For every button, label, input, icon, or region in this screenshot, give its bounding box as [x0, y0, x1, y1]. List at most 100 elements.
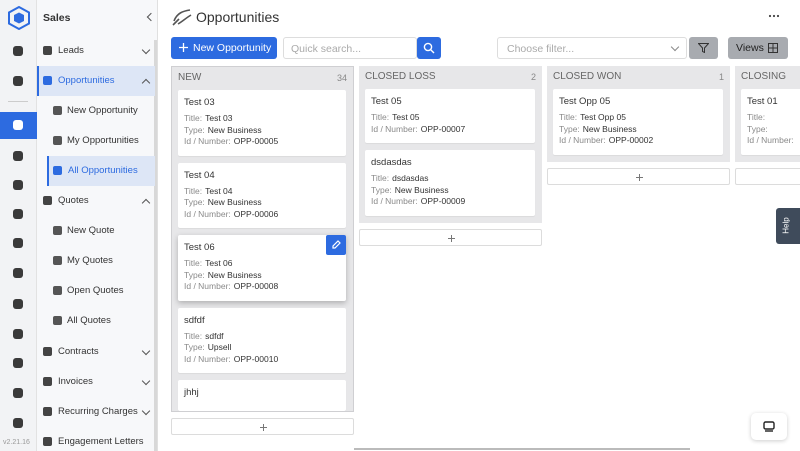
menu-section[interactable]: Opportunities — [37, 66, 155, 97]
menu-icon — [53, 106, 62, 116]
sidebar: Sales Leads Opportunities New Opportunity M… — [37, 0, 158, 451]
help-tab[interactable]: Help — [776, 208, 800, 244]
menu-section[interactable]: Contracts — [37, 337, 155, 367]
field-label: Title: — [371, 112, 390, 122]
column-count: 2 — [530, 72, 536, 82]
menu-section[interactable]: Leads — [37, 36, 155, 66]
menu-section[interactable]: Recurring Charges — [37, 397, 155, 427]
rail-icon[interactable] — [13, 180, 23, 190]
page-title: Opportunities — [196, 9, 280, 25]
column-name: CLOSED WON — [553, 71, 622, 82]
logo — [8, 6, 30, 30]
rail-icon[interactable] — [13, 46, 23, 56]
column-count: 1 — [718, 72, 724, 82]
field-value: OPP-00006 — [233, 208, 279, 219]
menu-section[interactable]: Quotes — [37, 186, 155, 216]
views-button[interactable]: Views — [728, 37, 788, 59]
field-label: Title: — [184, 330, 203, 341]
opportunity-card[interactable]: Test 04 Title: Test 04 Type: New Business Id … — [178, 162, 346, 228]
rail-icon[interactable] — [13, 418, 23, 428]
menu-icon — [43, 46, 52, 55]
add-card-button[interactable] — [359, 229, 542, 246]
opportunity-card[interactable]: jhhj — [178, 380, 346, 411]
card-field: Id / Number: OPP-00007 — [371, 124, 529, 136]
opportunity-card[interactable]: Test Opp 05 Title: Test Opp 05 Type: New Bus… — [553, 89, 723, 155]
menu-item[interactable]: My Quotes — [37, 246, 155, 276]
field-value: New Business — [582, 123, 637, 134]
opportunity-card[interactable]: Test 05 Title: Test 05 Id / Number: OPP-0000… — [365, 89, 535, 143]
card-title: sdfdf — [184, 314, 205, 326]
kanban-column: NEW 34 Test 03 Title: Test 03 Type: New Busine… — [171, 66, 354, 412]
menu-label: Invoices — [58, 375, 93, 387]
field-value: OPP-00007 — [420, 123, 466, 134]
edit-button[interactable] — [326, 235, 346, 255]
search-input[interactable]: Quick search... — [283, 37, 417, 59]
new-opportunity-button[interactable]: New Opportunity — [171, 37, 277, 59]
page-icon — [172, 9, 192, 26]
rail-icon[interactable] — [13, 268, 23, 278]
field-label: Title: — [184, 185, 203, 196]
menu-item[interactable]: New Quote — [37, 216, 155, 246]
rail-icon[interactable] — [13, 209, 23, 219]
menu-section[interactable]: Invoices — [37, 367, 155, 397]
field-label: Id / Number: — [371, 123, 418, 134]
menu-label: Leads — [58, 45, 84, 56]
rail-icon[interactable] — [13, 329, 23, 339]
field-value: dsdasdas — [392, 173, 429, 183]
field-label: Title: — [371, 173, 390, 183]
menu-icon — [43, 76, 52, 86]
field-label: Title: — [184, 113, 203, 123]
column-name: CLOSING — [741, 71, 787, 82]
menu-icon — [53, 136, 62, 146]
field-value: Test 05 — [392, 112, 420, 122]
field-value: New Business — [207, 269, 262, 280]
chat-button[interactable] — [751, 413, 787, 440]
card-field: Title: Test 05 — [371, 112, 529, 124]
card-field: Id / Number: OPP-00009 — [371, 196, 529, 208]
rail-icon[interactable] — [13, 299, 23, 309]
menu-label: All Opportunities — [68, 165, 138, 177]
add-card-button[interactable] — [735, 168, 800, 185]
rail-icon[interactable] — [13, 151, 23, 161]
opportunity-card[interactable]: Test 01 Title: Type: Id / Number: — [741, 89, 800, 155]
menu-item[interactable]: My Opportunities — [37, 126, 155, 156]
field-label: Type: — [184, 269, 205, 280]
horizontal-scrollbar — [354, 448, 690, 450]
rail-icon[interactable] — [13, 76, 23, 86]
card-title: Test 06 — [184, 242, 215, 253]
kanban-board: NEW 34 Test 03 Title: Test 03 Type: New Busine… — [171, 0, 800, 451]
card-title: dsdasdas — [371, 157, 412, 168]
rail-divider — [8, 101, 28, 102]
rail-icon[interactable] — [13, 238, 23, 248]
filter-select[interactable]: Choose filter... — [497, 37, 687, 59]
rail-icon[interactable] — [13, 388, 23, 398]
opportunity-card[interactable]: sdfdf Title: sdfdf Type: Upsell Id / Number: O… — [178, 307, 346, 373]
field-label: Type: — [184, 197, 205, 207]
filter-button[interactable] — [689, 37, 718, 59]
opportunity-card[interactable]: Test 06 Title: Test 06 Type: New Business Id … — [178, 235, 346, 301]
opportunity-card[interactable]: Test 03 Title: Test 03 Type: New Business Id … — [178, 90, 346, 156]
rail-icon[interactable] — [13, 120, 23, 130]
add-card-button[interactable] — [171, 418, 354, 435]
menu-section[interactable]: Engagement Letters — [37, 427, 155, 451]
field-label: Type: — [747, 123, 768, 134]
plus-icon — [179, 43, 188, 52]
field-label: Type: — [184, 342, 205, 352]
card-title: Test 01 — [747, 96, 778, 107]
menu-icon — [53, 256, 62, 266]
edit-icon — [332, 240, 341, 249]
menu-item[interactable]: New Opportunity — [37, 96, 155, 126]
menu-item[interactable]: All Opportunities — [47, 156, 155, 187]
opportunity-card[interactable]: dsdasdas Title: dsdasdas Type: New Business I… — [365, 150, 535, 216]
kanban-column: CLOSED WON 1 Test Opp 05 Title: Test Opp 05 T… — [547, 66, 730, 162]
icon-rail: v2.21.16 — [0, 0, 37, 451]
card-field: Id / Number: OPP-00005 — [184, 136, 340, 148]
search-button[interactable] — [417, 37, 441, 59]
field-value: New Business — [207, 197, 262, 207]
more-menu[interactable] — [768, 14, 780, 18]
menu-item[interactable]: Open Quotes — [37, 276, 155, 306]
collapse-button[interactable] — [146, 12, 156, 22]
rail-icon[interactable] — [13, 358, 23, 368]
menu-item[interactable]: All Quotes — [37, 306, 155, 336]
add-card-button[interactable] — [547, 168, 730, 185]
